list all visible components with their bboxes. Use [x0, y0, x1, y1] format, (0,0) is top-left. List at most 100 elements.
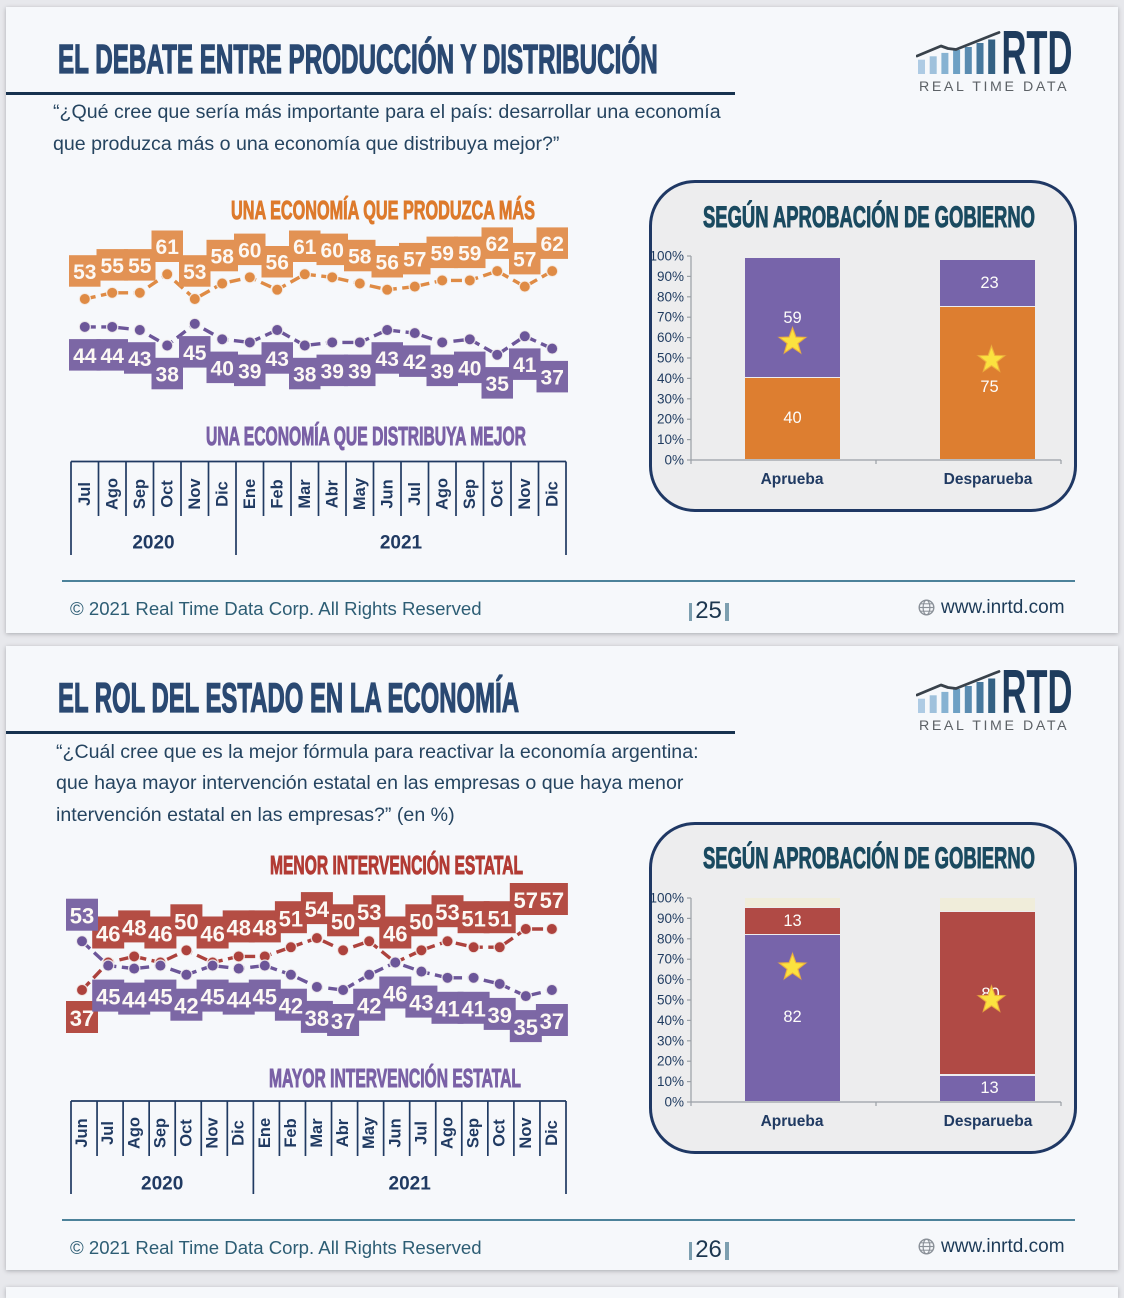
- svg-text:Feb: Feb: [268, 479, 286, 508]
- svg-text:46: 46: [200, 922, 224, 947]
- svg-text:40%: 40%: [657, 371, 684, 386]
- svg-text:Ene: Ene: [256, 1118, 274, 1148]
- svg-text:40: 40: [458, 357, 481, 380]
- svg-text:45: 45: [183, 342, 207, 365]
- svg-text:45: 45: [253, 985, 277, 1010]
- svg-text:Jul: Jul: [412, 1121, 430, 1145]
- svg-text:62: 62: [541, 233, 564, 256]
- svg-text:42: 42: [357, 994, 381, 1019]
- svg-text:Nov: Nov: [204, 1117, 222, 1149]
- svg-text:Ago: Ago: [125, 1117, 143, 1149]
- svg-text:46: 46: [383, 922, 407, 947]
- svg-text:Jun: Jun: [386, 1118, 404, 1147]
- svg-text:44: 44: [226, 988, 251, 1013]
- svg-text:2020: 2020: [132, 533, 174, 554]
- svg-text:40: 40: [211, 357, 234, 380]
- svg-text:41: 41: [435, 997, 459, 1022]
- svg-text:57: 57: [540, 888, 564, 913]
- svg-text:57: 57: [513, 249, 536, 272]
- svg-text:39: 39: [487, 1003, 511, 1028]
- svg-text:70%: 70%: [657, 952, 684, 967]
- svg-text:100%: 100%: [649, 891, 684, 906]
- svg-text:38: 38: [156, 364, 180, 387]
- svg-text:Jun: Jun: [378, 479, 396, 508]
- svg-text:10%: 10%: [657, 432, 684, 447]
- svg-text:2021: 2021: [389, 1174, 432, 1195]
- svg-text:57: 57: [403, 249, 426, 272]
- svg-text:44: 44: [122, 988, 147, 1013]
- svg-text:Ago: Ago: [438, 1117, 456, 1149]
- svg-text:45: 45: [200, 985, 224, 1010]
- svg-text:55: 55: [101, 255, 125, 278]
- svg-text:60%: 60%: [657, 330, 684, 345]
- svg-text:53: 53: [435, 900, 459, 925]
- svg-text:Sep: Sep: [465, 1118, 483, 1148]
- svg-text:20%: 20%: [657, 412, 684, 427]
- svg-text:58: 58: [211, 246, 235, 269]
- svg-text:2020: 2020: [141, 1174, 183, 1195]
- svg-text:Jun: Jun: [73, 1118, 91, 1147]
- svg-text:30%: 30%: [657, 1033, 684, 1048]
- svg-text:56: 56: [266, 252, 289, 275]
- svg-text:Sep: Sep: [461, 479, 479, 509]
- svg-text:Sep: Sep: [151, 1118, 169, 1148]
- svg-text:42: 42: [403, 351, 426, 374]
- svg-text:43: 43: [128, 348, 151, 371]
- svg-text:Oct: Oct: [488, 480, 506, 508]
- svg-text:Oct: Oct: [491, 1119, 509, 1147]
- svg-text:RTD: RTD: [1002, 29, 1073, 88]
- svg-text:30%: 30%: [657, 391, 684, 406]
- svg-text:50: 50: [331, 909, 355, 934]
- svg-text:Dic: Dic: [230, 1120, 248, 1146]
- svg-text:May: May: [360, 1116, 378, 1149]
- svg-text:61: 61: [293, 236, 317, 259]
- svg-text:50: 50: [409, 909, 433, 934]
- svg-text:50: 50: [174, 909, 198, 934]
- svg-text:Jul: Jul: [99, 1121, 117, 1145]
- svg-text:80%: 80%: [657, 289, 684, 304]
- svg-text:REAL TIME DATA: REAL TIME DATA: [919, 718, 1069, 734]
- svg-text:39: 39: [348, 360, 371, 383]
- svg-text:May: May: [351, 477, 369, 510]
- svg-text:2021: 2021: [380, 533, 423, 554]
- svg-text:61: 61: [156, 236, 180, 259]
- svg-text:0%: 0%: [664, 453, 684, 468]
- svg-text:37: 37: [331, 1009, 355, 1034]
- svg-text:Jul: Jul: [76, 482, 94, 506]
- svg-text:48: 48: [122, 915, 146, 940]
- svg-text:53: 53: [70, 904, 94, 929]
- svg-text:80%: 80%: [657, 931, 684, 946]
- svg-text:Sep: Sep: [131, 479, 149, 509]
- svg-text:51: 51: [461, 906, 485, 931]
- svg-text:Mar: Mar: [308, 1118, 326, 1148]
- svg-text:51: 51: [487, 906, 511, 931]
- svg-text:56: 56: [376, 252, 399, 275]
- svg-text:46: 46: [383, 982, 407, 1007]
- svg-text:Oct: Oct: [158, 480, 176, 508]
- svg-text:Ago: Ago: [433, 478, 451, 510]
- svg-text:53: 53: [73, 261, 96, 284]
- svg-text:62: 62: [486, 233, 509, 256]
- svg-text:Jul: Jul: [406, 482, 424, 506]
- svg-text:Nov: Nov: [517, 1117, 535, 1149]
- svg-text:45: 45: [96, 985, 120, 1010]
- svg-text:0%: 0%: [664, 1095, 684, 1110]
- svg-text:Dic: Dic: [213, 481, 231, 507]
- svg-text:Ene: Ene: [241, 479, 259, 509]
- svg-text:Feb: Feb: [282, 1118, 300, 1147]
- svg-text:43: 43: [376, 348, 399, 371]
- svg-text:90%: 90%: [657, 911, 684, 926]
- svg-text:60: 60: [321, 239, 344, 262]
- svg-text:Dic: Dic: [543, 1120, 561, 1146]
- svg-text:54: 54: [305, 897, 330, 922]
- svg-text:50%: 50%: [657, 993, 684, 1008]
- svg-text:35: 35: [514, 1015, 538, 1040]
- svg-text:46: 46: [96, 922, 120, 947]
- svg-text:38: 38: [305, 1006, 329, 1031]
- svg-text:51: 51: [279, 906, 303, 931]
- svg-text:41: 41: [513, 354, 537, 377]
- svg-text:40%: 40%: [657, 1013, 684, 1028]
- svg-text:Mar: Mar: [296, 479, 314, 509]
- svg-text:42: 42: [174, 994, 198, 1019]
- svg-text:Abr: Abr: [323, 479, 341, 508]
